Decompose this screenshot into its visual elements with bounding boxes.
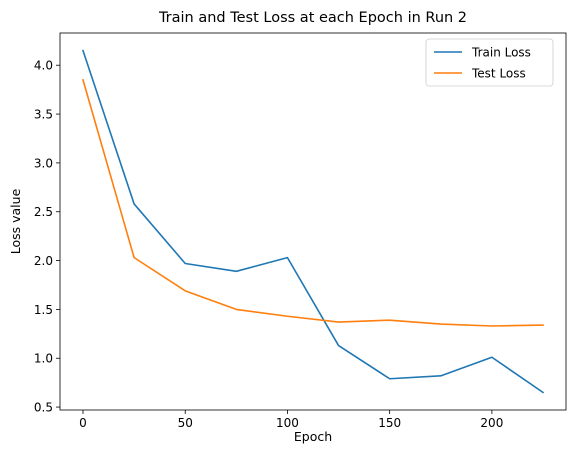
x-tick-label: 200 (480, 416, 503, 430)
y-tick-label: 4.0 (34, 59, 53, 73)
x-tick-label: 50 (178, 416, 193, 430)
x-tick-label: 150 (378, 416, 401, 430)
legend: Train Loss Test Loss (425, 38, 554, 87)
x-axis-label: Epoch (294, 429, 332, 444)
chart-title: Train and Test Loss at each Epoch in Run… (158, 10, 467, 26)
legend-label-1: Test Loss (471, 67, 526, 81)
series-layer (81, 49, 545, 394)
legend-label-0: Train Loss (471, 46, 531, 60)
y-tick-label: 1.0 (34, 352, 53, 366)
x-tick-label: 100 (276, 416, 299, 430)
y-tick-label: 2.5 (34, 205, 53, 219)
plot-frame (59, 32, 567, 411)
y-tick-label: 0.5 (34, 401, 53, 415)
y-axis-label: Loss value (8, 188, 23, 254)
y-axis-ticks: 0.5 1.0 1.5 2.0 2.5 3.0 3.5 4.0 (34, 59, 60, 415)
x-tick-label: 0 (79, 416, 87, 430)
legend-box (425, 38, 554, 87)
series-line-0 (81, 49, 545, 394)
y-tick-label: 3.5 (34, 108, 53, 122)
series-line-1 (82, 78, 544, 327)
x-axis-ticks: 0 50 100 150 200 (79, 410, 503, 430)
y-tick-label: 1.5 (34, 303, 53, 317)
y-tick-label: 3.0 (34, 156, 53, 170)
y-tick-label: 2.0 (34, 254, 53, 268)
